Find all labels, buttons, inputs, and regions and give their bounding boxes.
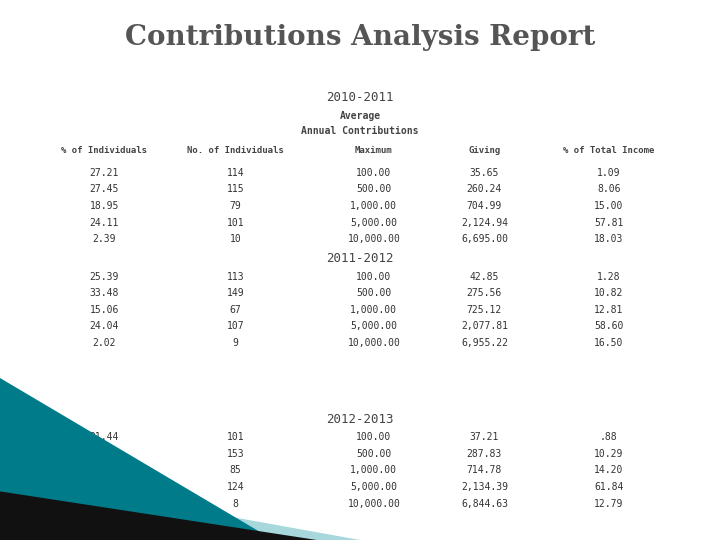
- Text: 704.99: 704.99: [467, 201, 502, 211]
- Text: 2,124.94: 2,124.94: [461, 218, 508, 228]
- Text: 18.05: 18.05: [89, 465, 119, 475]
- Text: 35.65: 35.65: [469, 168, 499, 178]
- Text: 2010-2011: 2010-2011: [326, 91, 394, 104]
- Text: Annual Contributions: Annual Contributions: [301, 126, 419, 137]
- Text: Contributions Analysis Report: Contributions Analysis Report: [125, 24, 595, 51]
- Text: 58.60: 58.60: [594, 321, 624, 332]
- Text: 12.81: 12.81: [594, 305, 624, 315]
- Text: 5,000.00: 5,000.00: [351, 482, 397, 492]
- Text: 79: 79: [230, 201, 241, 211]
- Text: 1,000.00: 1,000.00: [351, 465, 397, 475]
- Text: 2.02: 2.02: [92, 338, 116, 348]
- Text: 114: 114: [227, 168, 244, 178]
- Text: Average: Average: [339, 111, 381, 121]
- Text: 275.56: 275.56: [467, 288, 502, 298]
- Text: 10,000.00: 10,000.00: [347, 338, 400, 348]
- Text: 6,844.63: 6,844.63: [461, 498, 508, 509]
- Text: 61.84: 61.84: [594, 482, 624, 492]
- Text: 287.83: 287.83: [467, 449, 502, 459]
- Text: 6,955.22: 6,955.22: [461, 338, 508, 348]
- Text: 5,000.00: 5,000.00: [351, 218, 397, 228]
- Text: 27.21: 27.21: [89, 168, 119, 178]
- Text: No. of Individuals: No. of Individuals: [187, 146, 284, 155]
- Text: 24.11: 24.11: [89, 218, 119, 228]
- Text: 115: 115: [227, 185, 244, 194]
- Text: 10.29: 10.29: [594, 449, 624, 459]
- Text: 1,000.00: 1,000.00: [351, 305, 397, 315]
- Text: 9: 9: [233, 338, 238, 348]
- Text: 149: 149: [227, 288, 244, 298]
- Text: 100.00: 100.00: [356, 432, 392, 442]
- Text: Giving: Giving: [468, 146, 500, 155]
- Text: 500.00: 500.00: [356, 449, 392, 459]
- Text: 500.00: 500.00: [356, 185, 392, 194]
- Text: 2,077.81: 2,077.81: [461, 321, 508, 332]
- Text: 16.50: 16.50: [594, 338, 624, 348]
- Text: 2.39: 2.39: [92, 234, 116, 244]
- Text: 2012-2013: 2012-2013: [326, 413, 394, 426]
- Text: % of Individuals: % of Individuals: [61, 146, 148, 155]
- Text: 124: 124: [227, 482, 244, 492]
- Text: 1,000.00: 1,000.00: [351, 201, 397, 211]
- Text: 67: 67: [230, 305, 241, 315]
- Text: 26.33: 26.33: [89, 482, 119, 492]
- Text: 57.81: 57.81: [594, 218, 624, 228]
- Text: 1.70: 1.70: [92, 498, 116, 509]
- Text: 24.04: 24.04: [89, 321, 119, 332]
- Text: 15.00: 15.00: [594, 201, 624, 211]
- Text: 8.06: 8.06: [597, 185, 621, 194]
- Text: 14.20: 14.20: [594, 465, 624, 475]
- Text: 27.45: 27.45: [89, 185, 119, 194]
- Text: 10.82: 10.82: [594, 288, 624, 298]
- Text: 8: 8: [233, 498, 238, 509]
- Text: 260.24: 260.24: [467, 185, 502, 194]
- Text: 725.12: 725.12: [467, 305, 502, 315]
- Text: 100.00: 100.00: [356, 168, 392, 178]
- Text: 1.28: 1.28: [597, 272, 621, 281]
- Text: 15.06: 15.06: [89, 305, 119, 315]
- Text: Maximum: Maximum: [355, 146, 392, 155]
- Text: .88: .88: [600, 432, 618, 442]
- Text: 500.00: 500.00: [356, 288, 392, 298]
- Text: 10: 10: [230, 234, 241, 244]
- Text: 32.48: 32.48: [89, 449, 119, 459]
- Text: 42.85: 42.85: [469, 272, 499, 281]
- Text: 714.78: 714.78: [467, 465, 502, 475]
- Text: 21.44: 21.44: [89, 432, 119, 442]
- Text: 101: 101: [227, 432, 244, 442]
- Text: 18.03: 18.03: [594, 234, 624, 244]
- Text: 33.48: 33.48: [89, 288, 119, 298]
- Text: 2011-2012: 2011-2012: [326, 252, 394, 265]
- Text: 113: 113: [227, 272, 244, 281]
- Text: 101: 101: [227, 218, 244, 228]
- Text: 85: 85: [230, 465, 241, 475]
- Text: 10,000.00: 10,000.00: [347, 234, 400, 244]
- Text: 107: 107: [227, 321, 244, 332]
- Text: 2,134.39: 2,134.39: [461, 482, 508, 492]
- Text: 1.09: 1.09: [597, 168, 621, 178]
- Text: 6,695.00: 6,695.00: [461, 234, 508, 244]
- Text: 10,000.00: 10,000.00: [347, 498, 400, 509]
- Text: 100.00: 100.00: [356, 272, 392, 281]
- Text: 5,000.00: 5,000.00: [351, 321, 397, 332]
- Text: 153: 153: [227, 449, 244, 459]
- Text: 12.79: 12.79: [594, 498, 624, 509]
- Text: 18.95: 18.95: [89, 201, 119, 211]
- Text: 37.21: 37.21: [469, 432, 499, 442]
- Text: 25.39: 25.39: [89, 272, 119, 281]
- Text: % of Total Income: % of Total Income: [563, 146, 654, 155]
